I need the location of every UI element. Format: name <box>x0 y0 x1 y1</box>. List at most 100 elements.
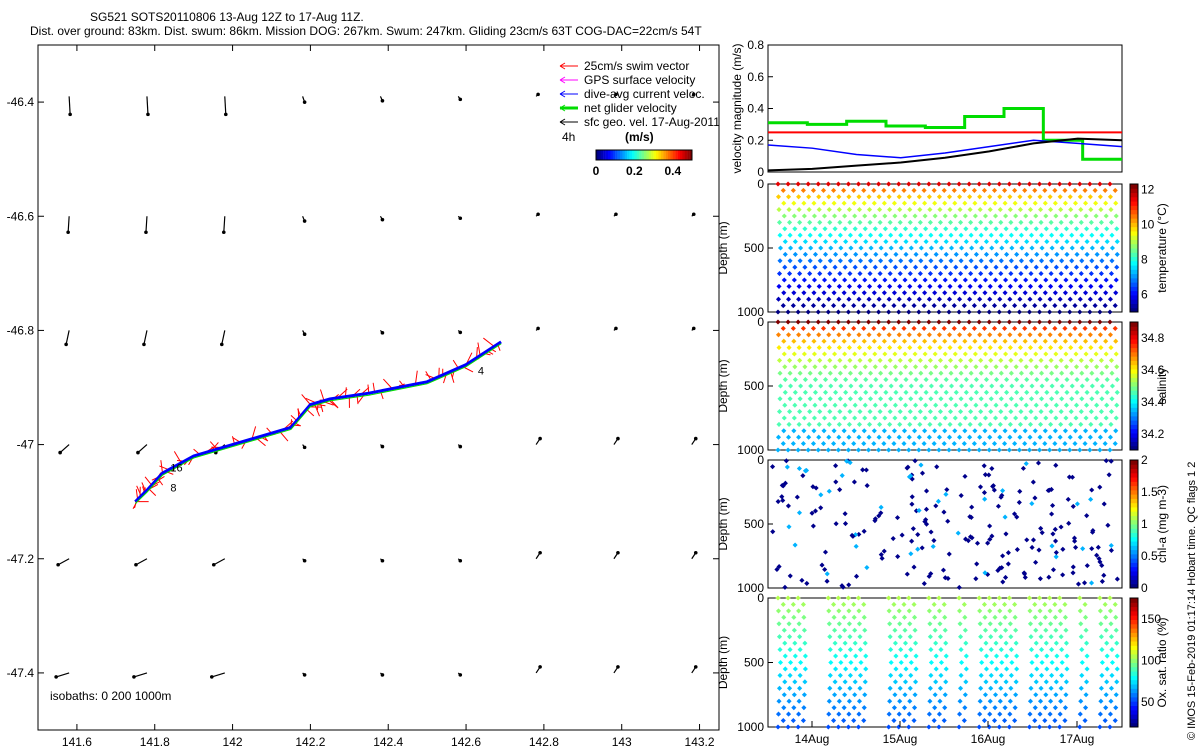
profile-point <box>1037 621 1044 627</box>
profile-point <box>1097 608 1103 614</box>
profile-point <box>952 351 958 357</box>
profile-point <box>1053 402 1059 408</box>
profile-point <box>957 698 963 704</box>
colorbar-cell <box>1130 477 1138 482</box>
profile-point <box>786 621 792 627</box>
profile-point <box>1008 370 1014 376</box>
profile-point <box>1057 309 1063 315</box>
colorbar-frame <box>1129 597 1139 728</box>
profile-point <box>952 428 958 434</box>
profile-point <box>1113 614 1119 620</box>
profile-point <box>1084 563 1090 569</box>
profile-point <box>856 608 862 614</box>
profile-point <box>901 614 908 620</box>
profile-point <box>787 409 793 415</box>
profile-point <box>848 659 854 666</box>
profile-point <box>887 345 893 351</box>
colorbar-cell <box>612 150 616 160</box>
profile-point <box>775 724 781 730</box>
profile-point <box>831 441 837 447</box>
profile-point <box>902 415 908 421</box>
profile-point <box>987 621 993 627</box>
colorbar-cell <box>1130 636 1138 642</box>
profile-point <box>942 705 948 711</box>
profile-point <box>877 271 883 277</box>
profile-point <box>1103 692 1109 698</box>
profile-point <box>871 338 877 344</box>
profile-point <box>786 698 792 704</box>
profile-point <box>988 370 994 376</box>
profile-point <box>882 402 888 408</box>
profile-point <box>1022 574 1028 580</box>
profile-point <box>1062 705 1068 711</box>
profile-point <box>1048 621 1054 627</box>
profile-point <box>1043 364 1049 370</box>
profile-point <box>1028 672 1035 678</box>
colorbar-cell <box>644 150 647 160</box>
profile-point <box>1069 232 1075 238</box>
profile-point <box>1006 724 1012 730</box>
profile-point <box>917 345 923 351</box>
profile-point <box>1099 659 1105 666</box>
profile-point <box>1042 601 1048 607</box>
profile-point <box>963 666 969 672</box>
profile-point <box>1012 303 1018 309</box>
profile-point <box>892 692 898 698</box>
profile-point <box>928 370 934 376</box>
profile-point <box>1098 271 1104 277</box>
profile-point <box>1013 264 1019 270</box>
profile-point <box>962 692 968 698</box>
profile-point <box>797 370 803 376</box>
profile-point <box>1042 441 1048 447</box>
profile-point <box>843 251 849 257</box>
profile-point <box>996 309 1002 315</box>
colorbar-cell <box>1130 188 1138 194</box>
profile-point <box>1038 271 1044 277</box>
profile-point <box>832 402 838 408</box>
profile-point <box>1053 364 1059 370</box>
profile-point <box>1053 692 1059 698</box>
profile-point <box>776 219 783 225</box>
profile-point <box>1072 290 1079 296</box>
profile-point <box>871 200 877 206</box>
profile-point <box>1043 679 1049 685</box>
profile-point <box>1002 614 1008 620</box>
colorbar-cell <box>1130 562 1138 568</box>
profile-point <box>1026 447 1033 453</box>
profile-point <box>816 345 822 351</box>
profile-point <box>968 271 974 277</box>
profile-point <box>927 685 933 691</box>
profile-point <box>822 402 828 408</box>
profile-point <box>1032 187 1038 193</box>
profile-point <box>1084 264 1090 270</box>
profile-point <box>1098 219 1104 225</box>
profile-point <box>1099 672 1105 678</box>
profile-point <box>1044 653 1050 659</box>
profile-point <box>887 283 893 289</box>
profile-point <box>847 219 853 225</box>
profile-point <box>876 434 882 440</box>
profile-point <box>851 718 857 724</box>
profile-point <box>962 338 968 344</box>
profile-point <box>817 370 823 376</box>
profile-point <box>1093 290 1099 296</box>
profile-point <box>872 351 878 357</box>
profile-point <box>862 692 868 698</box>
profile-point <box>856 531 862 537</box>
colorbar-cell <box>1130 485 1138 491</box>
profile-point <box>902 213 908 219</box>
x-tick-label: 143.2 <box>685 735 715 749</box>
profile-point <box>802 251 808 257</box>
profile-point <box>1107 319 1113 325</box>
profile-point <box>1026 595 1033 601</box>
colorbar-cell <box>1130 549 1138 555</box>
profile-point <box>812 377 819 383</box>
profile-point <box>862 415 868 421</box>
profile-point <box>1099 232 1105 238</box>
profile-point <box>1107 608 1113 614</box>
profile-point <box>1038 357 1044 363</box>
profile-point <box>993 640 999 646</box>
profile-point <box>892 264 898 270</box>
colorbar-cell <box>1130 570 1138 576</box>
